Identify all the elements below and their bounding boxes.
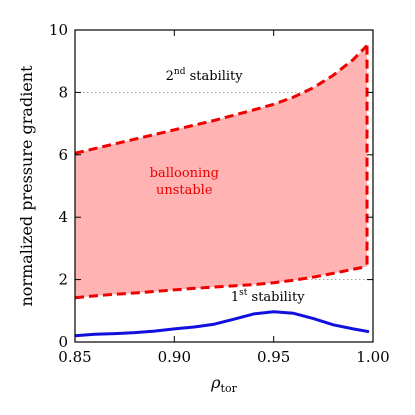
x-axis-label-symbol: ρ: [210, 373, 221, 392]
lower-boundary-line: [74, 265, 368, 300]
first-stability-label: 1st stability: [231, 288, 305, 305]
annotations: 2nd stability ballooning unstable 1st st…: [150, 67, 306, 305]
first-stability-line: [74, 310, 370, 338]
x-tick-label: 0.95: [257, 348, 290, 366]
second-stability-label: 2nd stability: [166, 67, 244, 84]
y-tick-label: 6: [58, 146, 68, 164]
first-stability-sup: st: [239, 288, 248, 298]
y-tick-label: 8: [58, 83, 68, 101]
y-tick-label: 4: [58, 208, 68, 226]
y-tick-label: 0: [58, 333, 68, 351]
x-tick-label: 1.00: [356, 348, 389, 366]
x-tick-label: 0.90: [158, 348, 191, 366]
ballooning-unstable-label-line2: unstable: [156, 183, 213, 198]
y-axis-label: normalized pressure gradient: [17, 65, 36, 307]
ballooning-unstable-label-line1: ballooning: [150, 166, 219, 181]
unstable-region-fill: [75, 45, 368, 298]
y-tick-label: 10: [49, 21, 68, 39]
second-stability-rest: stability: [185, 69, 243, 84]
series-lines: [74, 44, 370, 338]
x-tick-label: 0.85: [58, 348, 91, 366]
x-axis-label-subscript: tor: [221, 382, 238, 395]
y-tick-label: 2: [58, 271, 68, 289]
x-axis-label: ρtor: [210, 373, 237, 395]
second-stability-base: 2: [166, 69, 174, 84]
second-stability-sup: nd: [174, 67, 186, 77]
first-stability-base: 1: [231, 290, 239, 305]
first-stability-rest: stability: [247, 290, 305, 305]
upper-boundary-line: [74, 44, 369, 155]
y-axis-ticks: 0 2 4 6 8 10: [49, 21, 373, 351]
x-axis-ticks: 0.85 0.90 0.95 1.00: [58, 30, 390, 366]
plot-frame: [74, 29, 374, 343]
